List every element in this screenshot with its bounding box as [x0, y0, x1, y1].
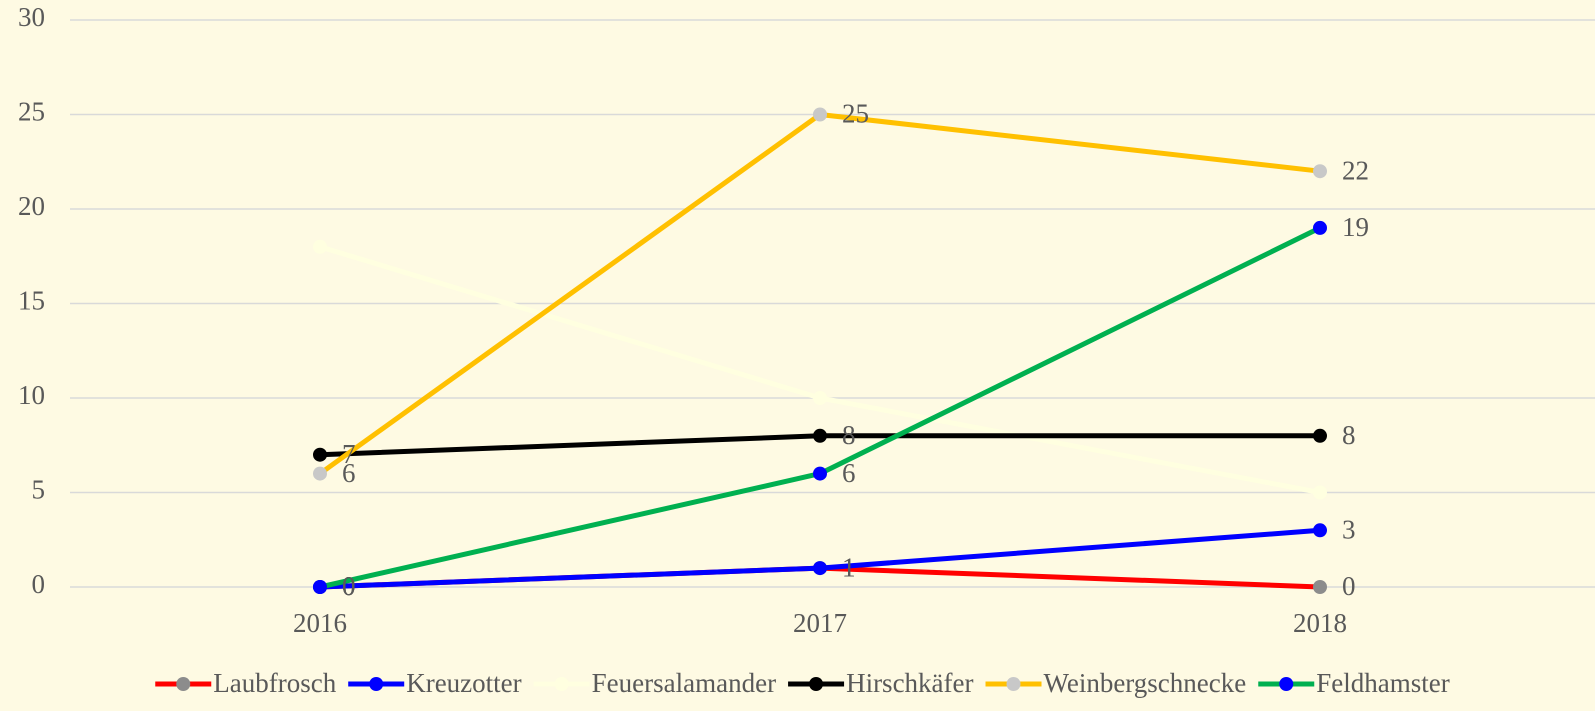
data-point	[1313, 428, 1327, 443]
data-point	[313, 580, 327, 594]
legend-label: Laubfrosch	[213, 668, 336, 698]
data-label: 1	[842, 552, 856, 582]
data-label: 22	[1342, 155, 1369, 185]
data-label: 25	[842, 99, 869, 129]
y-tick-label: 20	[18, 191, 45, 221]
series-line	[319, 244, 1321, 495]
legend-label: Hirschkäfer	[846, 668, 973, 698]
data-point	[1313, 580, 1327, 594]
data-point	[813, 107, 827, 122]
data-point	[813, 391, 827, 405]
data-label: 7	[342, 439, 356, 469]
legend-item: Feldhamster	[1258, 668, 1450, 698]
data-point	[1313, 485, 1327, 500]
data-point	[313, 239, 327, 254]
legend-marker	[809, 677, 824, 691]
data-label: 8	[1342, 420, 1356, 450]
legend: Laubfrosch Kreuzotter Feuersalamander Hirsc…	[155, 668, 1450, 698]
y-tick-label: 10	[18, 380, 45, 410]
data-point	[813, 561, 827, 576]
data-label: 3	[1342, 515, 1356, 545]
legend-item: Kreuzotter	[348, 668, 522, 698]
legend-label: Weinbergschnecke	[1044, 668, 1247, 698]
data-label: 6	[842, 458, 856, 488]
y-tick-label: 5	[32, 475, 46, 505]
data-label: 19	[1342, 212, 1369, 242]
data-point	[813, 466, 827, 481]
data-point	[313, 466, 327, 481]
data-point	[1313, 164, 1327, 179]
x-tick-label: 2016	[293, 608, 347, 638]
data-point	[1313, 220, 1327, 235]
legend-label: Feldhamster	[1316, 668, 1449, 698]
x-tick-label: 2017	[793, 608, 847, 638]
data-label: 0	[342, 571, 356, 601]
legend-label: Feuersalamander	[592, 668, 776, 698]
data-point	[313, 447, 327, 462]
legend-marker	[1279, 677, 1294, 691]
data-point	[813, 428, 827, 443]
data-label: 1	[842, 552, 856, 582]
data-label: 6	[342, 458, 356, 488]
legend-item: Feuersalamander	[533, 668, 776, 698]
data-label: 0	[342, 571, 356, 601]
legend-marker	[1006, 677, 1021, 691]
legend-item: Laubfrosch	[155, 668, 337, 698]
legend-marker	[554, 677, 569, 691]
legend-item: Hirschkäfer	[788, 668, 974, 698]
y-tick-label: 25	[18, 97, 45, 127]
legend-marker	[176, 677, 191, 691]
series-line	[319, 225, 1322, 590]
y-tick-label: 30	[18, 2, 45, 32]
data-label: 0	[1342, 571, 1356, 601]
legend-label: Kreuzotter	[406, 668, 521, 698]
data-label: 8	[842, 420, 856, 450]
data-point	[1313, 523, 1327, 538]
x-tick-label: 2018	[1293, 608, 1347, 638]
legend-item: Weinbergschnecke	[985, 668, 1247, 698]
legend-marker	[369, 677, 384, 691]
y-tick-label: 15	[18, 286, 45, 316]
data-label: 0	[342, 571, 356, 601]
y-tick-label: 0	[32, 569, 46, 599]
series-line	[319, 527, 1321, 590]
